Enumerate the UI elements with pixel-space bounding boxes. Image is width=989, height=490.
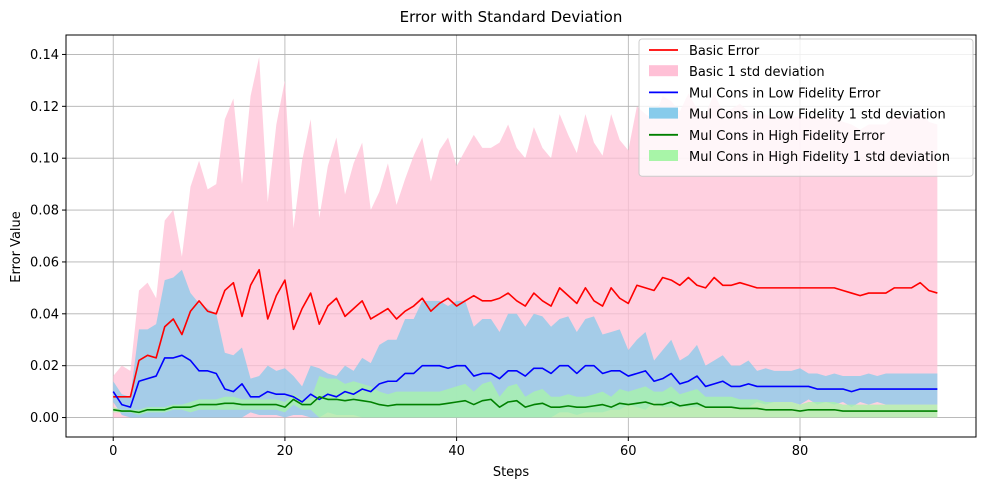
y-tick-label: 0.00	[30, 411, 59, 426]
legend-label: Mul Cons in High Fidelity Error	[689, 129, 885, 144]
x-tick-label: 80	[792, 444, 809, 459]
basic-1-std-deviation-legend-swatch	[649, 65, 678, 77]
mul-cons-in-high-fidelity-error-line	[113, 395, 938, 414]
legend-label: Basic 1 std deviation	[689, 65, 825, 80]
mul-cons-in-low-fidelity-error-line	[112, 354, 938, 408]
legend-label: Mul Cons in High Fidelity 1 std deviatio…	[689, 150, 950, 165]
y-axis-label: Error Value	[9, 211, 24, 283]
x-axis-ticks: 0 20 40 60 80	[109, 437, 808, 459]
x-axis-label: Steps	[493, 465, 530, 480]
y-tick-label: 0.02	[30, 359, 59, 374]
x-tick-label: 60	[620, 444, 637, 459]
y-tick-label: 0.04	[30, 307, 59, 322]
x-tick-label: 40	[448, 444, 465, 459]
basic-error-line	[113, 268, 938, 398]
legend-label: Mul Cons in Low Fidelity Error	[689, 86, 881, 101]
mul-cons-in-high-fidelity-1-std-deviation-legend-swatch	[649, 150, 678, 161]
legend: Basic Error Basic 1 std deviation Mul Cons…	[638, 38, 974, 177]
y-tick-label: 0.14	[30, 48, 59, 63]
mul-cons-in-low-fidelity-1-std-deviation-legend-swatch	[649, 107, 678, 119]
chart-title: Error with Standard Deviation	[400, 8, 623, 26]
plot-frame	[65, 34, 977, 438]
y-tick-label: 0.08	[30, 204, 59, 219]
y-tick-label: 0.06	[30, 255, 59, 270]
legend-label: Mul Cons in Low Fidelity 1 std deviation	[689, 108, 946, 123]
x-tick-label: 0	[109, 444, 117, 459]
y-axis-ticks: 0.00 0.02 0.04 0.06 0.08 0.10 0.12 0.14	[30, 48, 66, 426]
error-lines	[112, 268, 938, 414]
y-tick-label: 0.12	[30, 100, 59, 115]
y-tick-label: 0.10	[30, 152, 59, 167]
legend-box	[638, 38, 974, 177]
x-tick-label: 20	[277, 444, 294, 459]
legend-label: Basic Error	[689, 44, 760, 59]
